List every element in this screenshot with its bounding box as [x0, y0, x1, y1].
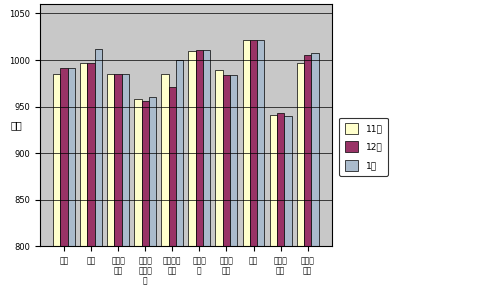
Legend: 11月, 12月, 1月: 11月, 12月, 1月 — [339, 118, 388, 176]
Bar — [149, 97, 156, 290]
Bar — [216, 70, 223, 290]
Bar — [176, 60, 183, 290]
Bar — [95, 49, 102, 290]
Bar — [230, 75, 238, 290]
Bar — [196, 50, 203, 290]
Bar — [242, 39, 250, 290]
Bar — [122, 74, 129, 290]
Bar — [68, 68, 75, 290]
Bar — [188, 51, 196, 290]
Bar — [53, 74, 60, 290]
Bar — [169, 87, 176, 290]
Bar — [311, 52, 319, 290]
Y-axis label: 指数: 指数 — [11, 120, 22, 130]
Bar — [80, 63, 87, 290]
Bar — [297, 63, 304, 290]
Bar — [142, 101, 149, 290]
Bar — [134, 99, 142, 290]
Bar — [203, 50, 210, 290]
Bar — [161, 74, 169, 290]
Bar — [270, 115, 277, 290]
Bar — [277, 113, 284, 290]
Bar — [304, 55, 311, 290]
Bar — [60, 68, 68, 290]
Bar — [257, 39, 264, 290]
Bar — [107, 74, 114, 290]
Bar — [250, 39, 257, 290]
Bar — [87, 63, 95, 290]
Bar — [114, 74, 122, 290]
Bar — [223, 75, 230, 290]
Bar — [284, 116, 292, 290]
